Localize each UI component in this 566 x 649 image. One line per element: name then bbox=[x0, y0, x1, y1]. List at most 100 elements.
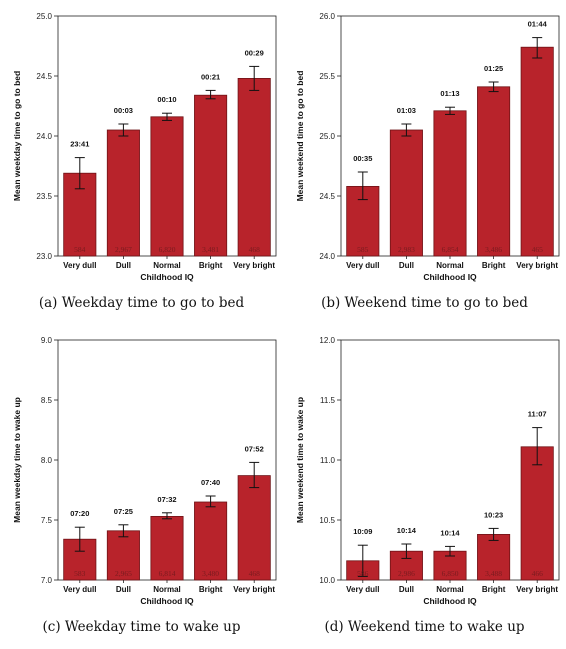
sample-size-label: 2,986 bbox=[398, 569, 415, 578]
y-tick-label: 25.0 bbox=[319, 132, 335, 141]
x-tick-label: Very bright bbox=[233, 585, 275, 594]
sample-size-label: 3,488 bbox=[485, 569, 502, 578]
time-annotation: 01:03 bbox=[397, 106, 416, 115]
time-annotation: 01:44 bbox=[528, 20, 548, 29]
y-tick-label: 10.5 bbox=[319, 516, 335, 525]
bar bbox=[194, 501, 228, 581]
sample-size-label: 466 bbox=[532, 569, 544, 578]
sample-size-label: 3,480 bbox=[202, 569, 219, 578]
x-tick-label: Very bright bbox=[516, 261, 558, 270]
time-annotation: 07:20 bbox=[70, 509, 89, 518]
x-tick-label: Normal bbox=[153, 261, 181, 270]
sample-size-label: 585 bbox=[357, 245, 369, 254]
x-tick-label: Dull bbox=[399, 585, 414, 594]
bar bbox=[237, 78, 271, 257]
caption-c: (c) Weekday time to wake up bbox=[42, 619, 241, 635]
x-tick-label: Bright bbox=[199, 585, 223, 594]
x-tick-label: Very bright bbox=[233, 261, 275, 270]
y-axis-title: Mean weekday time to go to bed bbox=[12, 71, 22, 201]
sample-size-label: 3,481 bbox=[202, 245, 219, 254]
time-annotation: 00:10 bbox=[157, 95, 176, 104]
chart-d: 10.0 10.5 11.0 11.5 12.0 10:09 586 Very dull 10:… bbox=[295, 336, 560, 606]
sample-size-label: 6,850 bbox=[442, 569, 459, 578]
bar bbox=[520, 446, 554, 581]
x-tick-label: Very dull bbox=[63, 261, 96, 270]
y-tick-label: 23.5 bbox=[36, 192, 52, 201]
x-tick-label: Very dull bbox=[346, 585, 379, 594]
bar bbox=[150, 116, 184, 257]
y-tick-label: 9.0 bbox=[41, 336, 53, 345]
time-annotation: 07:25 bbox=[114, 507, 133, 516]
chart-panel-b: 24.0 24.5 25.0 25.5 26.0 00:35 585 Very dull 01:… bbox=[283, 0, 566, 324]
x-tick-label: Dull bbox=[399, 261, 414, 270]
sample-size-label: 2,967 bbox=[115, 245, 132, 254]
sample-size-label: 584 bbox=[74, 245, 86, 254]
bar bbox=[194, 94, 228, 257]
x-tick-label: Very dull bbox=[63, 585, 96, 594]
time-annotation: 07:40 bbox=[201, 478, 220, 487]
y-tick-label: 25.0 bbox=[36, 12, 52, 21]
bar bbox=[520, 46, 554, 257]
chart-panel-a: 23.0 23.5 24.0 24.5 25.0 23:41 584 Very dull 00:… bbox=[0, 0, 283, 324]
x-tick-label: Bright bbox=[199, 261, 223, 270]
time-annotation: 23:41 bbox=[70, 140, 89, 149]
y-tick-label: 24.5 bbox=[319, 192, 335, 201]
sample-size-label: 6,814 bbox=[159, 569, 176, 578]
caption-b: (b) Weekend time to go to bed bbox=[321, 295, 528, 311]
sample-size-label: 586 bbox=[357, 569, 369, 578]
sample-size-label: 2,983 bbox=[398, 245, 415, 254]
y-tick-label: 26.0 bbox=[319, 12, 335, 21]
y-axis-title: Mean weekend time to go to bed bbox=[295, 71, 305, 202]
x-tick-label: Bright bbox=[482, 585, 506, 594]
bar bbox=[477, 86, 511, 257]
y-tick-label: 7.5 bbox=[41, 516, 53, 525]
chart-b: 24.0 24.5 25.0 25.5 26.0 00:35 585 Very dull 01:… bbox=[295, 12, 560, 282]
x-tick-label: Normal bbox=[436, 261, 464, 270]
time-annotation: 10:09 bbox=[353, 527, 372, 536]
bar bbox=[477, 533, 511, 581]
y-tick-label: 11.5 bbox=[320, 396, 336, 405]
y-tick-label: 23.0 bbox=[36, 252, 52, 261]
chart-a: 23.0 23.5 24.0 24.5 25.0 23:41 584 Very dull 00:… bbox=[12, 12, 277, 282]
sample-size-label: 583 bbox=[74, 569, 86, 578]
y-tick-label: 24.0 bbox=[319, 252, 335, 261]
sample-size-label: 468 bbox=[249, 245, 261, 254]
caption-d: (d) Weekend time to wake up bbox=[324, 619, 525, 635]
time-annotation: 10:14 bbox=[440, 528, 460, 537]
chart-panel-d: 10.0 10.5 11.0 11.5 12.0 10:09 586 Very dull 10:… bbox=[283, 324, 566, 648]
time-annotation: 10:14 bbox=[397, 526, 417, 535]
x-tick-label: Very dull bbox=[346, 261, 379, 270]
bar bbox=[433, 110, 467, 257]
sample-size-label: 6,820 bbox=[159, 245, 176, 254]
x-tick-label: Normal bbox=[436, 585, 464, 594]
chart-panel-c: 7.0 7.5 8.0 8.5 9.0 07:20 583 Very dull 07:25 2,9… bbox=[0, 324, 283, 648]
y-tick-label: 24.0 bbox=[36, 132, 52, 141]
time-annotation: 10:23 bbox=[484, 510, 503, 519]
bar bbox=[106, 129, 140, 257]
x-tick-label: Normal bbox=[153, 585, 181, 594]
time-annotation: 11:07 bbox=[528, 410, 547, 419]
sample-size-label: 2,965 bbox=[115, 569, 132, 578]
time-annotation: 00:35 bbox=[353, 154, 372, 163]
time-annotation: 07:32 bbox=[157, 495, 176, 504]
sample-size-label: 465 bbox=[532, 245, 544, 254]
x-tick-label: Very bright bbox=[516, 585, 558, 594]
x-axis-title: Childhood IQ bbox=[140, 272, 194, 282]
x-axis-title: Childhood IQ bbox=[140, 596, 194, 606]
chart-c: 7.0 7.5 8.0 8.5 9.0 07:20 583 Very dull 07:25 2,9… bbox=[12, 336, 277, 606]
time-annotation: 00:21 bbox=[201, 72, 220, 81]
time-annotation: 07:52 bbox=[245, 444, 264, 453]
bar bbox=[150, 515, 184, 581]
y-tick-label: 8.5 bbox=[41, 396, 53, 405]
y-tick-label: 11.0 bbox=[320, 456, 336, 465]
y-axis-title: Mean weekday time to wake up bbox=[12, 397, 22, 523]
sample-size-label: 468 bbox=[249, 569, 261, 578]
time-annotation: 01:25 bbox=[484, 64, 503, 73]
y-tick-label: 12.0 bbox=[319, 336, 335, 345]
sample-size-label: 3,486 bbox=[485, 245, 502, 254]
x-axis-title: Childhood IQ bbox=[423, 272, 477, 282]
y-tick-label: 24.5 bbox=[36, 72, 52, 81]
sample-size-label: 6,854 bbox=[442, 245, 459, 254]
x-axis-title: Childhood IQ bbox=[423, 596, 477, 606]
y-tick-label: 10.0 bbox=[319, 576, 335, 585]
